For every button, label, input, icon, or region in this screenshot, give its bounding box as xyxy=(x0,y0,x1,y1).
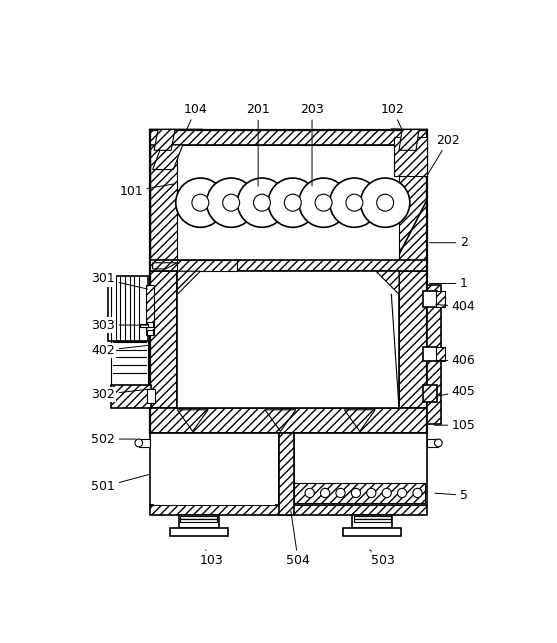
Circle shape xyxy=(346,194,363,211)
Text: 406: 406 xyxy=(436,354,476,367)
Bar xyxy=(436,347,445,361)
Text: 405: 405 xyxy=(436,385,476,398)
Bar xyxy=(147,389,155,403)
Bar xyxy=(294,483,425,503)
Polygon shape xyxy=(265,410,296,431)
Text: 501: 501 xyxy=(91,475,149,493)
Bar xyxy=(150,433,279,505)
Circle shape xyxy=(192,194,209,211)
Bar xyxy=(140,323,148,327)
Text: 503: 503 xyxy=(370,550,395,567)
Text: 203: 203 xyxy=(300,103,324,186)
Bar xyxy=(179,514,219,529)
Circle shape xyxy=(413,488,422,498)
Text: 104: 104 xyxy=(184,103,208,131)
Polygon shape xyxy=(153,263,177,269)
Bar xyxy=(279,433,294,514)
Text: 103: 103 xyxy=(200,550,224,567)
Circle shape xyxy=(268,178,317,228)
Polygon shape xyxy=(390,129,427,271)
Circle shape xyxy=(351,488,360,498)
Text: 404: 404 xyxy=(436,300,476,313)
Text: 502: 502 xyxy=(91,433,136,446)
Bar xyxy=(111,385,151,408)
Bar xyxy=(154,435,275,505)
Bar xyxy=(150,260,427,271)
Circle shape xyxy=(330,178,379,228)
Bar xyxy=(352,514,392,529)
Text: 402: 402 xyxy=(91,344,148,357)
Bar xyxy=(180,516,217,522)
Polygon shape xyxy=(150,271,177,408)
Circle shape xyxy=(223,194,240,211)
Polygon shape xyxy=(344,410,375,431)
Bar xyxy=(108,276,148,341)
Circle shape xyxy=(253,194,271,211)
Circle shape xyxy=(434,439,442,447)
Polygon shape xyxy=(394,137,427,176)
Text: 1: 1 xyxy=(429,277,468,290)
Text: 105: 105 xyxy=(434,419,476,431)
Text: 301: 301 xyxy=(91,273,148,289)
Text: 201: 201 xyxy=(246,103,270,186)
Polygon shape xyxy=(150,129,177,260)
Polygon shape xyxy=(399,129,419,150)
Circle shape xyxy=(207,178,256,228)
Bar xyxy=(427,285,441,424)
Bar xyxy=(169,529,228,536)
Bar xyxy=(294,433,427,505)
Circle shape xyxy=(398,488,407,498)
Polygon shape xyxy=(399,271,427,408)
Polygon shape xyxy=(153,145,183,170)
Bar xyxy=(427,439,438,447)
Text: 101: 101 xyxy=(119,184,174,197)
Polygon shape xyxy=(177,271,201,294)
Text: 5: 5 xyxy=(435,489,468,502)
Polygon shape xyxy=(399,129,427,271)
Bar xyxy=(423,385,437,402)
Text: 2: 2 xyxy=(429,236,468,249)
Bar xyxy=(147,330,153,335)
Polygon shape xyxy=(376,271,399,294)
Text: 102: 102 xyxy=(381,103,405,131)
Circle shape xyxy=(367,488,376,498)
Circle shape xyxy=(176,178,225,228)
Bar xyxy=(139,439,150,447)
Bar xyxy=(354,516,390,522)
Circle shape xyxy=(135,439,143,447)
Bar xyxy=(423,347,437,361)
Bar xyxy=(436,291,445,307)
Circle shape xyxy=(284,194,301,211)
Polygon shape xyxy=(177,260,237,271)
Bar xyxy=(343,529,402,536)
Text: 504: 504 xyxy=(286,511,310,567)
Text: 302: 302 xyxy=(91,388,148,401)
Bar xyxy=(423,291,437,307)
Bar xyxy=(150,129,427,145)
Text: 303: 303 xyxy=(91,318,148,332)
Bar xyxy=(146,285,154,335)
Bar xyxy=(150,505,427,514)
Circle shape xyxy=(320,488,330,498)
Circle shape xyxy=(336,488,345,498)
Bar xyxy=(150,408,427,433)
Bar xyxy=(147,322,153,327)
Circle shape xyxy=(315,194,332,211)
Text: 202: 202 xyxy=(427,134,460,175)
Circle shape xyxy=(305,488,314,498)
Bar xyxy=(177,145,399,260)
Circle shape xyxy=(382,488,392,498)
Circle shape xyxy=(299,178,348,228)
Circle shape xyxy=(360,178,410,228)
Polygon shape xyxy=(154,129,175,150)
Polygon shape xyxy=(177,410,208,431)
Polygon shape xyxy=(177,271,399,408)
Polygon shape xyxy=(150,129,202,271)
Circle shape xyxy=(377,194,394,211)
Bar xyxy=(111,341,148,386)
Circle shape xyxy=(237,178,287,228)
